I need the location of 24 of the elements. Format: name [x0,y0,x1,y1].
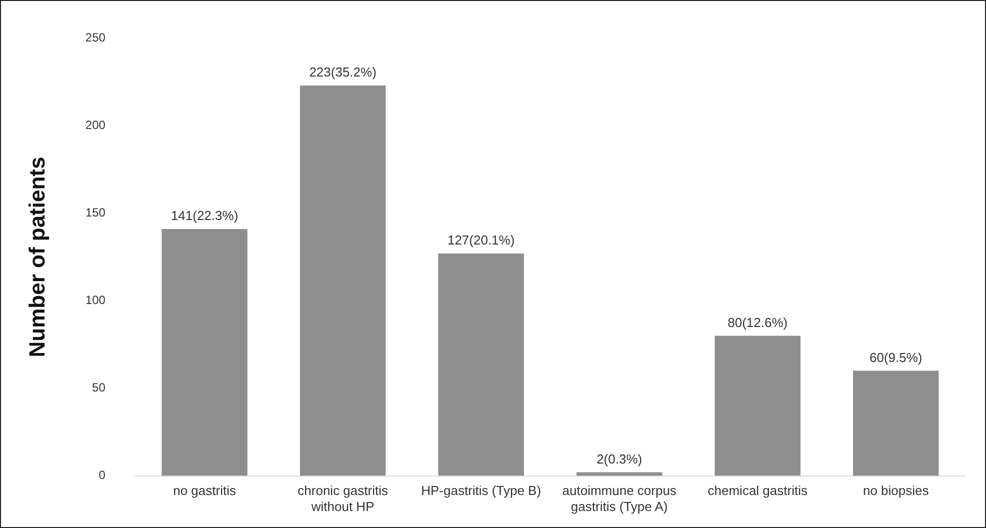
x-tick-label: chemical gastritis [708,483,808,498]
x-tick-label: no biopsies [862,483,930,498]
data-label: 80(12.6%) [728,314,788,330]
data-label: 127(20.1%) [447,232,515,248]
x-tick-label: no gastritis [173,483,236,498]
bar [438,254,524,476]
data-label: 141(22.3%) [170,208,238,224]
data-label: 223(35.2%) [309,64,376,80]
x-tick-label: autoimmune corpus gastritis (Type A) [562,483,677,514]
y-axis-title: Number of patients [24,156,50,358]
x-tick-label: HP-gastritis (Type B) [421,483,542,498]
bar [714,336,800,476]
y-tick-label: 200 [85,118,106,132]
bar [162,228,248,476]
y-tick-label: 250 [85,30,106,45]
y-tick-label: 150 [85,206,106,220]
y-tick-label: 0 [98,468,106,482]
bar [853,370,939,476]
data-label: 60(9.5%) [869,350,922,365]
x-tick-label: chronic gastritis without HP [298,483,388,514]
data-label: 2(0.3%) [596,451,642,466]
bar [300,85,386,476]
y-tick-label: 50 [92,380,106,395]
y-tick-label: 100 [85,293,106,308]
